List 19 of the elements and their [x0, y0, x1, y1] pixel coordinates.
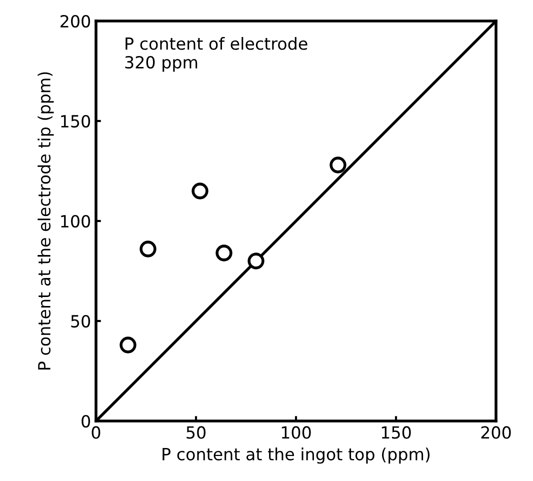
point: [248, 252, 264, 270]
point: [330, 156, 346, 174]
point: [192, 182, 208, 200]
x-axis-title: P content at the ingot top (ppm): [162, 448, 430, 464]
y-tick-label: 50: [71, 314, 90, 328]
point: [140, 240, 156, 258]
x-tick-label: 0: [92, 426, 100, 439]
point: [216, 244, 232, 262]
y-tick-label: 0: [82, 414, 90, 428]
x-tick-label: 200: [481, 426, 511, 439]
y-tick-label: 200: [60, 14, 90, 28]
y-axis-title: P content at the electrode tip (ppm): [38, 72, 54, 370]
y-tick-label: 150: [61, 114, 90, 128]
y-tick-label: 100: [61, 214, 90, 228]
x-tick-label: 50: [186, 426, 206, 439]
x-tick-label: 150: [382, 426, 411, 439]
annotation: P content of electrode 320 ppm: [125, 37, 308, 72]
x-tick-label: 100: [282, 426, 311, 439]
point: [120, 336, 136, 354]
